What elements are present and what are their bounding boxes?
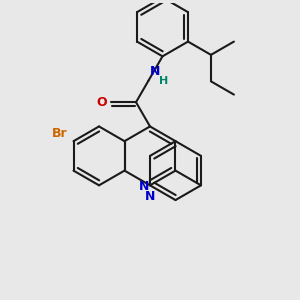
Text: Br: Br: [52, 127, 67, 140]
Text: O: O: [96, 96, 106, 109]
Text: H: H: [159, 76, 168, 85]
Text: N: N: [145, 190, 155, 203]
Text: N: N: [139, 180, 149, 193]
Text: N: N: [150, 64, 160, 78]
